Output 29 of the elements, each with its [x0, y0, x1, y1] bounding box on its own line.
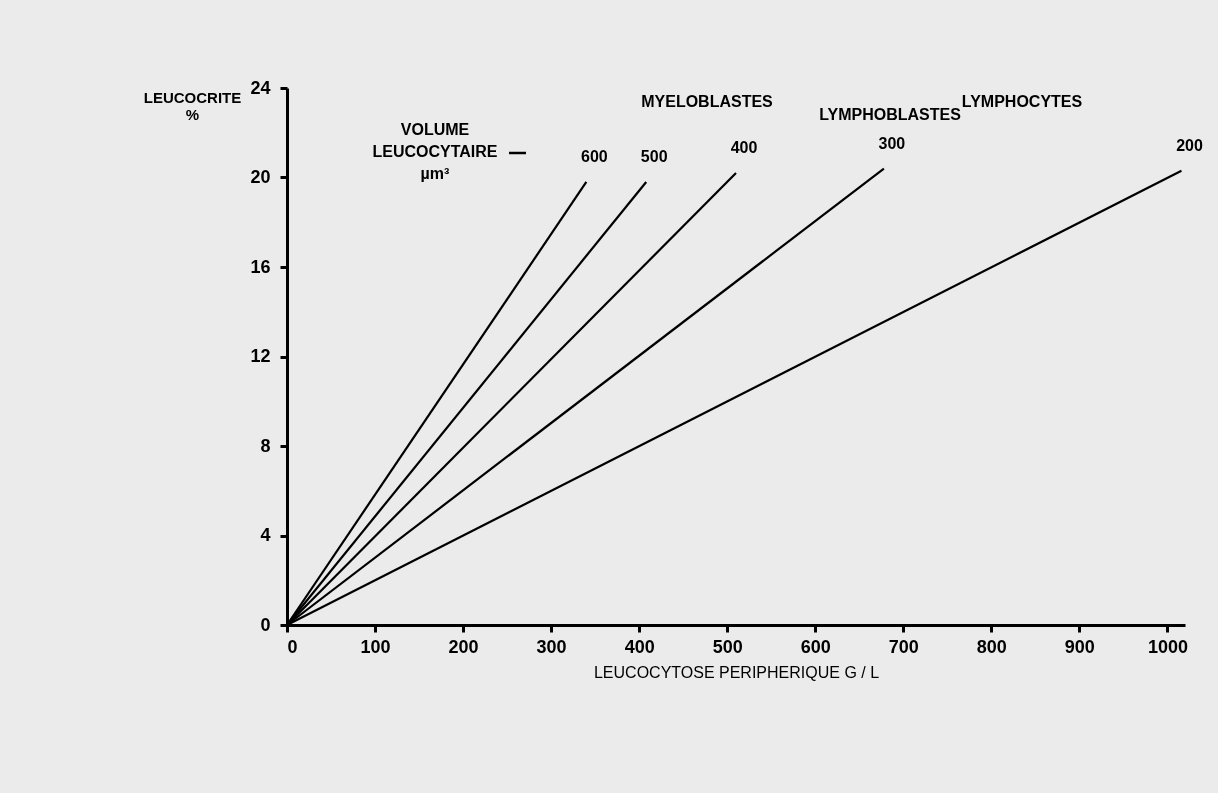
x-tick-label: 900 [1064, 636, 1095, 657]
series-label: 300 [878, 134, 906, 152]
y-tick-label: 20 [250, 167, 271, 187]
annotation: MYELOBLASTES [641, 93, 774, 110]
x-tick-label: 600 [800, 636, 831, 657]
x-axis-title: LEUCOCYTOSE PERIPHERIQUE G / L [593, 663, 880, 681]
series-label: 200 [1176, 136, 1203, 154]
y-axis-title: LEUCOCRITE % [143, 88, 242, 123]
x-tick-label: 300 [536, 636, 567, 657]
x-tick-label: 200 [448, 636, 479, 657]
y-tick-label: 8 [260, 435, 271, 456]
annotation: VOLUME LEUCOCYTAIRE µm³ [372, 121, 498, 182]
x-tick-label: 100 [360, 636, 391, 657]
series-label: 600 [580, 147, 608, 165]
series-label: 500 [640, 147, 668, 165]
x-tick-label: 500 [712, 636, 743, 657]
y-tick-label: 4 [260, 525, 271, 545]
x-tick-label: 800 [976, 636, 1007, 657]
annotation: LYMPHOBLASTES [819, 106, 962, 123]
y-tick-label: 16 [250, 256, 271, 277]
x-tick-label: 1000 [1147, 636, 1188, 657]
annotation: LYMPHOCYTES [961, 93, 1083, 110]
x-tick-label: 700 [888, 636, 919, 657]
y-tick-label: 0 [260, 614, 271, 635]
x-tick-label: 400 [624, 636, 655, 657]
y-tick-label: 24 [250, 77, 271, 98]
series-label: 400 [730, 139, 758, 157]
x-tick-label: 0 [287, 636, 298, 657]
y-tick-label: 12 [250, 346, 271, 366]
